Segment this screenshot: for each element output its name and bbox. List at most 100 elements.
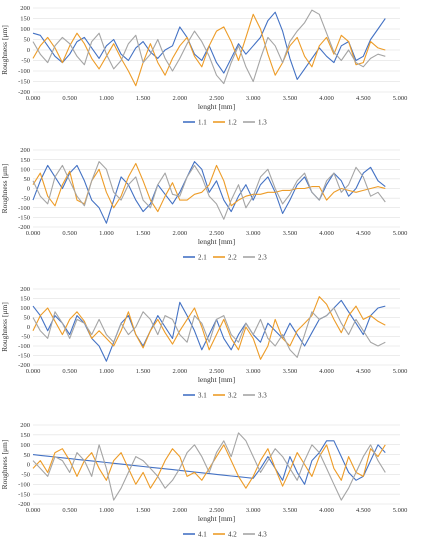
x-tick-label: 2.000 xyxy=(172,95,187,102)
y-tick-label: -50 xyxy=(21,334,30,341)
x-tick-label: 0.500 xyxy=(62,368,77,375)
x-tick-label: 2.500 xyxy=(209,230,224,237)
series-line-2-3 xyxy=(32,161,386,220)
y-tick-label: 100 xyxy=(20,442,30,449)
y-tick-label: -200 xyxy=(18,362,30,369)
y-tick-label: 150 xyxy=(20,157,30,164)
x-tick-label: 1.500 xyxy=(136,95,151,102)
series-line-4-3 xyxy=(32,432,386,501)
legend-label: 4.2 xyxy=(228,530,237,538)
x-tick-label: 4.500 xyxy=(356,95,371,102)
x-tick-label: 1.500 xyxy=(136,230,151,237)
x-tick-label: 0.500 xyxy=(62,507,77,514)
y-tick-label: 50 xyxy=(24,452,31,459)
series-line-1-3 xyxy=(32,9,386,85)
x-tick-label: 3.500 xyxy=(283,230,298,237)
x-tick-label: 3.500 xyxy=(283,95,298,102)
legend-label: 4.3 xyxy=(258,530,267,538)
series-line-4-2 xyxy=(32,444,386,489)
x-tick-label: 0.500 xyxy=(62,95,77,102)
legend-label: 3.1 xyxy=(198,391,207,399)
x-tick-label: 1.000 xyxy=(99,368,114,375)
legend-label: 1.2 xyxy=(228,118,237,126)
y-tick-label: 200 xyxy=(20,422,30,429)
y-tick-label: 50 xyxy=(24,315,31,322)
x-tick-label: 1.000 xyxy=(99,230,114,237)
x-tick-label: 2.500 xyxy=(209,95,224,102)
x-tick-label: 3.000 xyxy=(246,368,261,375)
y-tick-label: 200 xyxy=(20,286,30,293)
legend-label: 4.1 xyxy=(198,530,207,538)
y-tick-label: 0 xyxy=(27,47,30,54)
x-tick-label: 3.000 xyxy=(246,95,261,102)
y-tick-label: -100 xyxy=(18,481,30,488)
series-line-3-2 xyxy=(32,296,386,360)
x-tick-label: 0.000 xyxy=(26,507,41,514)
legend-label: 2.3 xyxy=(258,253,267,261)
x-axis-title: lenght [mm] xyxy=(198,102,235,111)
x-tick-label: 5.000 xyxy=(393,95,408,102)
y-axis-title: Roughness [μm] xyxy=(0,440,9,490)
y-tick-label: 150 xyxy=(20,432,30,439)
y-tick-label: 150 xyxy=(20,16,30,23)
y-tick-label: -100 xyxy=(18,205,30,212)
y-tick-label: -100 xyxy=(18,68,30,75)
series-line-3-3 xyxy=(32,307,386,358)
x-axis-title: lenght [mm] xyxy=(198,375,235,384)
y-tick-label: -50 xyxy=(21,472,30,479)
x-tick-label: 4.000 xyxy=(319,95,334,102)
x-tick-label: 5.000 xyxy=(393,507,408,514)
x-tick-label: 3.000 xyxy=(246,507,261,514)
x-axis-title: lenght [mm] xyxy=(198,237,235,246)
x-tick-label: 1.000 xyxy=(99,95,114,102)
y-tick-label: -100 xyxy=(18,343,30,350)
x-tick-label: 2.000 xyxy=(172,507,187,514)
y-tick-label: 50 xyxy=(24,176,31,183)
y-tick-label: 100 xyxy=(20,26,30,33)
y-tick-label: -150 xyxy=(18,491,30,498)
y-tick-label: 50 xyxy=(24,37,31,44)
y-tick-label: -50 xyxy=(21,195,30,202)
y-tick-label: 0 xyxy=(27,324,30,331)
x-tick-label: 1.000 xyxy=(99,507,114,514)
y-tick-label: -200 xyxy=(18,89,30,96)
x-tick-label: 2.000 xyxy=(172,230,187,237)
y-tick-label: -200 xyxy=(18,224,30,231)
x-tick-label: 5.000 xyxy=(393,368,408,375)
x-tick-label: 4.500 xyxy=(356,368,371,375)
series-line-2-1 xyxy=(32,161,386,224)
x-tick-label: 2.500 xyxy=(209,368,224,375)
x-tick-label: 4.500 xyxy=(356,230,371,237)
x-tick-label: 1.500 xyxy=(136,507,151,514)
x-tick-label: 4.000 xyxy=(319,368,334,375)
y-axis-title: Roughness [μm] xyxy=(0,25,9,75)
x-tick-label: 2.500 xyxy=(209,507,224,514)
x-tick-label: 0.500 xyxy=(62,230,77,237)
x-tick-label: 3.000 xyxy=(246,230,261,237)
legend-label: 2.1 xyxy=(198,253,207,261)
y-tick-label: 150 xyxy=(20,296,30,303)
y-tick-label: 0 xyxy=(27,186,30,193)
y-tick-label: -200 xyxy=(18,501,30,508)
legend-label: 1.1 xyxy=(198,118,207,126)
x-tick-label: 0.000 xyxy=(26,230,41,237)
legend-label: 1.3 xyxy=(258,118,267,126)
y-tick-label: 100 xyxy=(20,305,30,312)
y-tick-label: -150 xyxy=(18,353,30,360)
x-tick-label: 1.500 xyxy=(136,368,151,375)
y-tick-label: 200 xyxy=(20,147,30,154)
series-line-1-2 xyxy=(32,13,386,87)
y-tick-label: 100 xyxy=(20,166,30,173)
x-tick-label: 5.000 xyxy=(393,230,408,237)
y-axis-title: Roughness [μm] xyxy=(0,302,9,352)
y-axis-title: Roughness [μm] xyxy=(0,164,9,214)
x-tick-label: 4.500 xyxy=(356,507,371,514)
legend-label: 3.3 xyxy=(258,391,267,399)
y-tick-label: -50 xyxy=(21,58,30,65)
x-tick-label: 0.000 xyxy=(26,368,41,375)
